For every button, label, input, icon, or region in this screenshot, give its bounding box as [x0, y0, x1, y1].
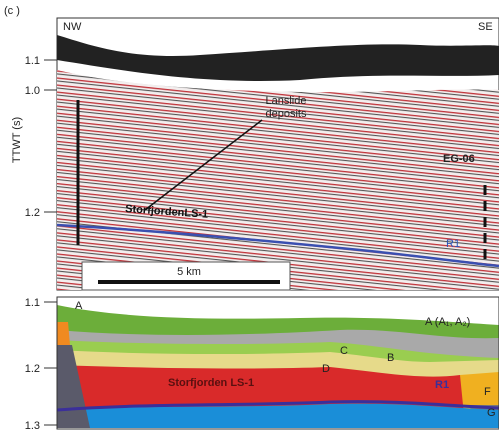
- nw-label: NW: [63, 21, 82, 33]
- layer-label: F: [484, 386, 491, 398]
- reflector-label: R1: [446, 238, 460, 250]
- scale-box: [81, 261, 291, 291]
- tick-label: 1.1: [25, 297, 40, 309]
- tick-label: 1.2: [25, 207, 40, 219]
- panel-label: (c ): [4, 5, 20, 17]
- seafloor: [57, 35, 499, 81]
- unit-label: StorfjordenLS-1: [125, 203, 209, 221]
- layer-label: D: [322, 363, 330, 375]
- leader-line: [144, 119, 263, 211]
- profile-label: EG-06: [443, 153, 475, 165]
- layer-label: A: [75, 300, 83, 312]
- se-label: SE: [478, 21, 493, 33]
- r1-horizon: [56, 223, 499, 268]
- reflections: [57, 70, 499, 290]
- annotation: Lanslide deposits: [266, 95, 307, 120]
- interpretation-panel: A A (A₁, A₂) B C D Storfjorden LS-1 R1 F…: [56, 296, 499, 430]
- layer-label: A (A₁, A₂): [425, 316, 470, 328]
- tick-label: 1.3: [25, 420, 40, 432]
- unit-label: Storfjorden LS-1: [168, 377, 254, 389]
- scale-label: 5 km: [177, 266, 201, 278]
- tick-label: 1.1: [25, 55, 40, 67]
- reflector-label: R1: [435, 379, 449, 391]
- tick-label: 1.2: [25, 363, 40, 375]
- axis-label: TTWT (s): [11, 117, 23, 163]
- layer-label: G: [487, 407, 496, 419]
- layer-label: C: [340, 345, 348, 357]
- seismic-panel: 5 km NW SE Lanslide deposits EG-06 Storfj…: [56, 17, 499, 291]
- layer-label: B: [387, 352, 394, 364]
- tick-label: 1.0: [25, 85, 40, 97]
